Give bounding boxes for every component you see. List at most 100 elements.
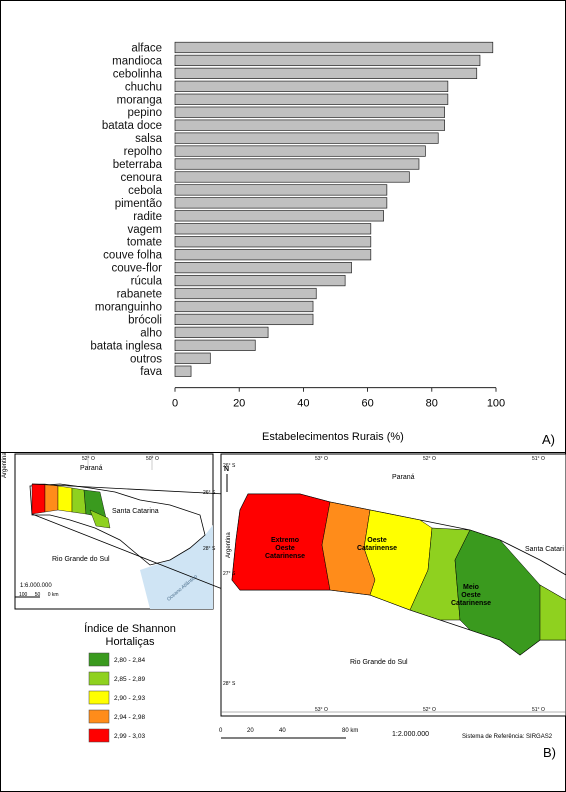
inset-scalebar-50: 50 [34,592,41,598]
category-label-18: rúcula [131,276,163,288]
region-extremo-oeste [231,493,331,591]
category-label-16: couve folha [103,250,162,262]
x-axis-label: Estabelecimentos Rurais (%) [262,431,404,443]
bar-17 [174,262,352,274]
bar-21 [174,313,314,326]
inset-scalebar-0: 0 km [47,592,59,598]
main-lon-tick-1: 53° O [315,456,328,462]
legend-swatch-4 [88,728,110,743]
category-label-3: chuchu [125,81,162,93]
legend-label-4: 2,99 - 3,03 [114,733,145,740]
region-1-line3: Catarinense [264,553,306,560]
bar-3 [174,80,449,92]
category-label-9: beterraba [113,159,163,171]
region-3-line2: Oeste [461,592,481,599]
north-label: N [224,466,230,473]
main-scale: 1:2.000.000 [392,731,429,738]
region-1-line2: Oeste [275,545,295,552]
scalebar-20: 20 [247,728,254,734]
category-label-12: pimentão [115,198,162,210]
category-label-17: couve-flor [112,263,163,275]
inset-label-santa-catarina: Santa Catarina [112,508,159,515]
legend-swatch-2 [88,690,110,705]
category-label-14: vagem [127,224,162,236]
bar-6 [174,119,445,131]
main-label-parana: Paraná [392,474,415,481]
category-label-4: moranga [117,94,163,106]
x-tick-label-1: 20 [233,398,245,410]
bar-22 [174,326,269,338]
inset-region-yellow [57,485,73,513]
main-label-santa-catarina: Santa Catari [525,546,564,553]
map-figure [14,453,566,739]
x-tick-label-0: 0 [172,398,178,410]
bar-11 [174,184,388,196]
category-label-8: repolho [124,146,162,158]
main-lat-tick-2: 27° S [223,571,236,577]
inset-connector-bottom [31,513,226,591]
category-label-23: batata inglesa [90,340,162,352]
region-lightgreen-east [539,584,566,641]
legend-title: Índice de Shannon Hortaliças [70,623,190,649]
legend-label-2: 2,90 - 2,93 [114,695,145,702]
bar-7 [174,132,439,144]
inset-label-parana: Paraná [80,465,103,472]
category-label-15: tomate [127,237,162,249]
inset-region-red [31,483,46,515]
category-label-21: brócoli [128,314,162,326]
legend-label-1: 2,85 - 2,89 [114,676,145,683]
inset-scalebar-100: 100 [19,592,28,598]
region-label-oeste: Oeste Catarinense [348,537,406,553]
panel-label-a: A) [542,432,555,447]
inset-lat-tick-1: 26° S [203,490,216,496]
category-label-7: salsa [135,133,162,145]
x-tick-label-2: 40 [297,398,309,410]
bar-20 [174,300,314,313]
bar-14 [174,223,372,235]
bar-18 [174,274,346,287]
category-label-11: cebola [128,185,162,197]
x-tick-label-4: 80 [426,398,438,410]
inset-scalebar-labels: 100 50 0 km [19,592,59,598]
bar-chart: alfacemandiocacebolinhachuchumorangapepi… [90,41,505,410]
main-lon-tick-2: 52° O [423,456,436,462]
bar-0 [174,41,494,54]
bar-15 [174,236,372,248]
inset-region-orange [44,483,59,513]
inset-label-argentina: Argentina [2,452,8,478]
category-label-20: moranguinho [95,301,162,313]
category-label-22: alho [140,327,162,339]
bar-8 [174,145,426,157]
legend-title-line1: Índice de Shannon [84,623,176,635]
inset-lon-tick-1: 52° O [82,456,95,462]
category-label-1: mandioca [112,55,162,67]
category-label-10: cenoura [120,172,162,184]
main-label-rio-grande: Rio Grande do Sul [350,659,408,666]
main-lon-tick-bottom-2: 52° O [423,707,436,713]
category-label-24: outros [130,353,162,365]
category-label-25: fava [140,366,162,378]
region-label-extremo-oeste: Extremo Oeste Catarinense [258,537,312,561]
inset-lon-tick-2: 50° O [146,456,159,462]
inset-label-rio-grande: Rio Grande do Sul [52,556,110,563]
inset-ocean [140,525,213,609]
legend-label-3: 2,94 - 2,98 [114,714,145,721]
category-label-0: alface [131,42,162,54]
main-lon-tick-bottom-3: 51° O [532,707,545,713]
main-lon-tick-3: 51° O [532,456,545,462]
bar-1 [174,54,481,67]
bar-19 [174,287,317,300]
category-label-6: batata doce [102,120,162,132]
bar-10 [174,171,410,183]
category-label-2: cebolinha [113,68,163,80]
bar-16 [174,249,372,261]
category-label-5: pepino [127,107,162,119]
region-1-line1: Extremo [270,537,299,544]
region-3-line3: Catarinense [450,600,492,607]
main-lat-tick-1: 26° S [223,463,236,469]
panel-label-b: B) [543,745,556,760]
bar-12 [174,197,388,209]
region-3-line1: Meio [463,584,479,591]
scalebar-80: 80 km [342,728,359,734]
